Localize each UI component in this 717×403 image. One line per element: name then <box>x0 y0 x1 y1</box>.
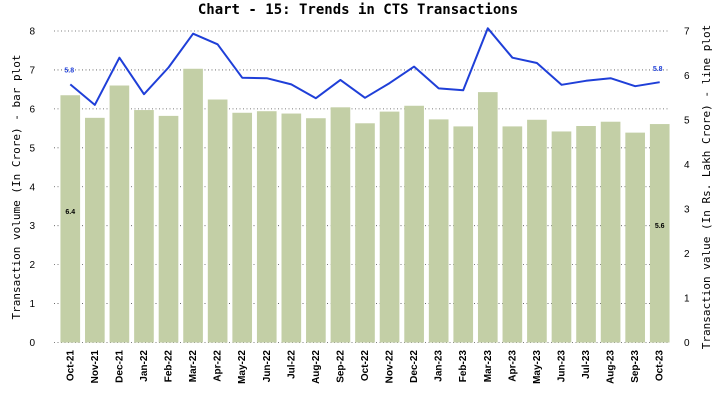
chart-title: Chart - 15: Trends in CTS Transactions <box>198 2 518 18</box>
bar-jul-22 <box>281 113 302 343</box>
bar-oct-22 <box>355 123 375 343</box>
left-tick-label: 5 <box>29 143 35 154</box>
x-tick-label: Dec-22 <box>409 350 420 383</box>
bar-series <box>60 68 670 343</box>
left-tick-label: 3 <box>29 221 35 232</box>
bar-oct-21 <box>60 95 81 343</box>
bar-sep-22 <box>330 107 351 343</box>
right-axis-title: Transaction value (In Rs. Lakh Crore) - … <box>700 25 713 350</box>
bar-jan-23 <box>428 119 449 343</box>
left-tick-label: 7 <box>29 65 35 76</box>
bar-jun-23 <box>551 131 572 343</box>
right-tick-label: 0 <box>684 338 690 349</box>
bar-nov-21 <box>85 117 105 343</box>
bar-mar-23 <box>477 92 498 343</box>
left-tick-label: 0 <box>29 338 35 349</box>
x-tick-label: Oct-21 <box>65 350 76 382</box>
right-tick-label: 5 <box>684 116 690 127</box>
x-tick-label: Nov-21 <box>90 350 101 384</box>
x-tick-label: Aug-22 <box>311 350 322 384</box>
left-axis-ticks: 0 1 2 3 4 5 6 7 8 <box>29 27 35 350</box>
value-line <box>69 27 660 106</box>
data-labels: 6.4 5.6 5.8 5.8 <box>64 66 664 230</box>
bar-jun-22 <box>256 111 277 343</box>
left-tick-label: 4 <box>29 182 35 193</box>
line-label-first: 5.8 <box>64 67 74 74</box>
x-tick-label: Feb-23 <box>458 350 469 383</box>
bar-aug-23 <box>600 121 621 343</box>
x-tick-label: Jan-23 <box>434 350 445 382</box>
left-tick-label: 6 <box>29 104 35 115</box>
right-tick-label: 6 <box>684 71 690 82</box>
bar-apr-22 <box>207 99 228 343</box>
left-tick-label: 2 <box>29 260 35 271</box>
x-tick-label: Mar-22 <box>188 350 199 383</box>
right-tick-label: 2 <box>684 249 690 260</box>
bar-dec-21 <box>109 85 130 343</box>
x-axis-ticks: Oct-21 Nov-21 Dec-21 Jan-22 Feb-22 Mar-22 Apr-… <box>65 350 665 384</box>
bar-feb-22 <box>158 115 179 343</box>
x-tick-label: Nov-22 <box>385 350 396 384</box>
x-tick-label: Apr-23 <box>507 350 518 382</box>
right-tick-label: 1 <box>684 294 690 305</box>
right-tick-label: 4 <box>684 160 690 171</box>
bar-may-23 <box>527 119 547 343</box>
x-tick-label: May-22 <box>237 350 248 384</box>
x-tick-label: Mar-23 <box>483 350 494 383</box>
left-tick-label: 8 <box>29 27 35 38</box>
right-tick-label: 7 <box>684 27 690 38</box>
x-tick-label: Oct-23 <box>655 350 666 382</box>
bar-label-first: 6.4 <box>65 209 75 216</box>
line-series <box>69 27 660 106</box>
x-tick-label: Sep-23 <box>630 350 641 383</box>
line-label-last: 5.8 <box>653 66 663 73</box>
x-tick-label: Apr-22 <box>213 350 224 382</box>
x-tick-label: Feb-22 <box>164 350 175 383</box>
bar-oct-23 <box>649 124 670 343</box>
x-tick-label: Jun-22 <box>262 350 273 383</box>
bar-aug-22 <box>306 118 326 343</box>
x-tick-label: Sep-22 <box>335 350 346 383</box>
x-tick-label: Jun-23 <box>556 350 567 383</box>
right-tick-label: 3 <box>684 205 690 216</box>
bar-mar-22 <box>183 68 203 343</box>
x-tick-label: Aug-23 <box>606 350 617 384</box>
x-tick-label: Jul-22 <box>286 350 297 379</box>
bar-dec-22 <box>404 105 424 343</box>
left-axis-title: Transaction volume (In Crore) - bar plot <box>10 55 23 320</box>
bar-jan-22 <box>134 110 154 343</box>
bar-sep-23 <box>625 132 645 343</box>
bar-nov-22 <box>379 111 400 343</box>
bar-label-last: 5.6 <box>655 223 665 230</box>
x-tick-label: May-23 <box>532 350 543 384</box>
bar-jul-23 <box>576 126 596 343</box>
left-tick-label: 1 <box>29 299 35 310</box>
bar-apr-23 <box>502 126 523 343</box>
bar-feb-23 <box>453 126 474 343</box>
bar-may-22 <box>232 112 253 343</box>
x-tick-label: Dec-21 <box>114 350 125 383</box>
x-tick-label: Jul-23 <box>581 350 592 379</box>
x-tick-label: Oct-22 <box>360 350 371 382</box>
right-axis-ticks: 0 1 2 3 4 5 6 7 <box>684 27 690 350</box>
x-tick-label: Jan-22 <box>139 350 150 382</box>
